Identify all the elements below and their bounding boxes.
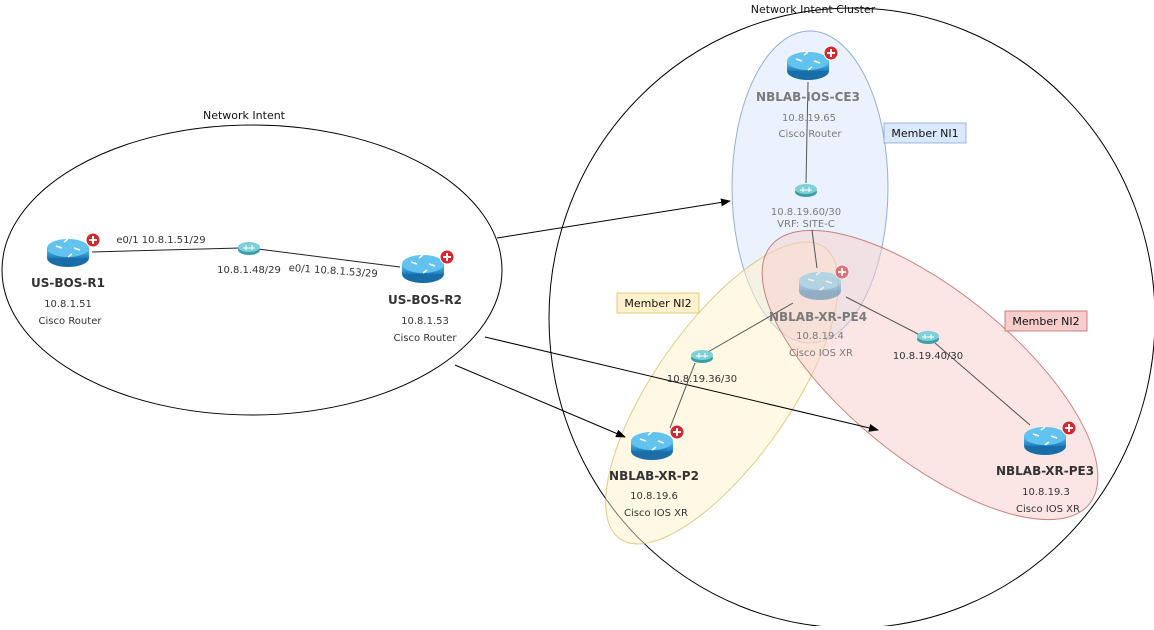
network-intent-ellipse — [1, 124, 503, 416]
svg-text:Member NI1: Member NI1 — [891, 127, 958, 140]
router-icon — [798, 271, 842, 301]
add-badge-icon[interactable] — [669, 424, 685, 440]
add-badge-icon[interactable] — [834, 264, 850, 280]
svg-text:Cisco Router: Cisco Router — [394, 333, 458, 344]
svg-text:10.8.19.6: 10.8.19.6 — [630, 491, 678, 502]
cluster-label: Network Intent Cluster — [751, 3, 876, 16]
router-icon — [1023, 426, 1067, 456]
r1-interface-label: e0/1 10.8.1.51/29 — [116, 235, 205, 246]
member-ni1-tag: Member NI1 — [883, 122, 967, 144]
subnet-10-8-1-48[interactable]: 10.8.1.48/29 — [217, 241, 281, 276]
subnet-icon — [794, 183, 818, 198]
router-us-bos-r1[interactable]: US-BOS-R1 10.8.1.51 Cisco Router — [31, 232, 105, 327]
svg-text:10.8.19.36/30: 10.8.19.36/30 — [667, 374, 737, 385]
add-badge-icon[interactable] — [1061, 420, 1077, 436]
subnet-10-8-19-40[interactable]: 10.8.19.40/30 — [893, 330, 963, 362]
svg-text:US-BOS-R2: US-BOS-R2 — [388, 293, 462, 307]
router-us-bos-r2[interactable]: US-BOS-R2 10.8.1.53 Cisco Router — [388, 249, 462, 344]
svg-text:Member NI2: Member NI2 — [624, 297, 691, 310]
add-badge-icon[interactable] — [823, 45, 839, 61]
svg-text:10.8.19.4: 10.8.19.4 — [796, 331, 844, 342]
member-ni2-left-tag: Member NI2 — [616, 292, 700, 314]
svg-text:10.8.1.48/29: 10.8.1.48/29 — [217, 265, 281, 276]
svg-text:Cisco Router: Cisco Router — [779, 129, 843, 140]
add-badge-icon[interactable] — [439, 249, 455, 265]
arrow-to-ni1 — [496, 198, 731, 239]
svg-text:Cisco Router: Cisco Router — [39, 316, 103, 327]
router-nblab-xr-pe3[interactable]: NBLAB-XR-PE3 10.8.19.3 Cisco IOS XR — [996, 420, 1094, 515]
r2-interface-label: e0/1 10.8.1.53/29 — [288, 263, 378, 280]
subnet-10-8-19-60[interactable]: 10.8.19.60/30 VRF: SITE-C — [771, 183, 841, 230]
svg-text:Member NI2: Member NI2 — [1012, 315, 1079, 328]
router-icon — [46, 238, 90, 268]
svg-text:US-BOS-R1: US-BOS-R1 — [31, 276, 105, 290]
router-icon — [401, 254, 445, 284]
arrow-to-ni2-yellow — [454, 364, 626, 438]
svg-text:NBLAB-IOS-CE3: NBLAB-IOS-CE3 — [756, 90, 860, 104]
svg-text:10.8.1.51: 10.8.1.51 — [44, 299, 92, 310]
svg-text:10.8.19.65: 10.8.19.65 — [782, 113, 836, 124]
subnet-icon — [916, 330, 940, 345]
router-nblab-xr-pe4[interactable]: NBLAB-XR-PE4 10.8.19.4 Cisco IOS XR — [769, 264, 867, 359]
router-nblab-xr-p2[interactable]: NBLAB-XR-P2 10.8.19.6 Cisco IOS XR — [609, 424, 699, 519]
svg-text:NBLAB-XR-PE3: NBLAB-XR-PE3 — [996, 464, 1094, 478]
add-badge-icon[interactable] — [85, 232, 101, 248]
router-icon — [630, 431, 674, 461]
svg-text:10.8.19.60/30: 10.8.19.60/30 — [771, 207, 841, 218]
svg-text:Cisco IOS XR: Cisco IOS XR — [789, 348, 853, 359]
arrow-to-ni2-red — [484, 336, 879, 432]
svg-text:NBLAB-XR-PE4: NBLAB-XR-PE4 — [769, 310, 867, 324]
svg-text:Cisco IOS XR: Cisco IOS XR — [1016, 504, 1080, 515]
router-nblab-ios-ce3[interactable]: NBLAB-IOS-CE3 10.8.19.65 Cisco Router — [756, 45, 860, 140]
subnet-10-8-19-36[interactable]: 10.8.19.36/30 — [667, 349, 737, 385]
svg-text:10.8.1.53: 10.8.1.53 — [401, 316, 449, 327]
router-icon — [786, 51, 830, 81]
member-ni2-red-ellipse[interactable] — [718, 181, 1142, 570]
svg-text:NBLAB-XR-P2: NBLAB-XR-P2 — [609, 469, 699, 483]
svg-text:10.8.19.3: 10.8.19.3 — [1022, 487, 1070, 498]
subnet-icon — [690, 349, 714, 364]
svg-text:VRF: SITE-C: VRF: SITE-C — [777, 219, 835, 230]
subnet-icon — [237, 241, 261, 256]
member-ni2-right-tag: Member NI2 — [1004, 310, 1088, 332]
network-intent-label: Network Intent — [203, 109, 286, 122]
svg-text:10.8.19.40/30: 10.8.19.40/30 — [893, 351, 963, 362]
svg-text:Cisco IOS XR: Cisco IOS XR — [624, 508, 688, 519]
